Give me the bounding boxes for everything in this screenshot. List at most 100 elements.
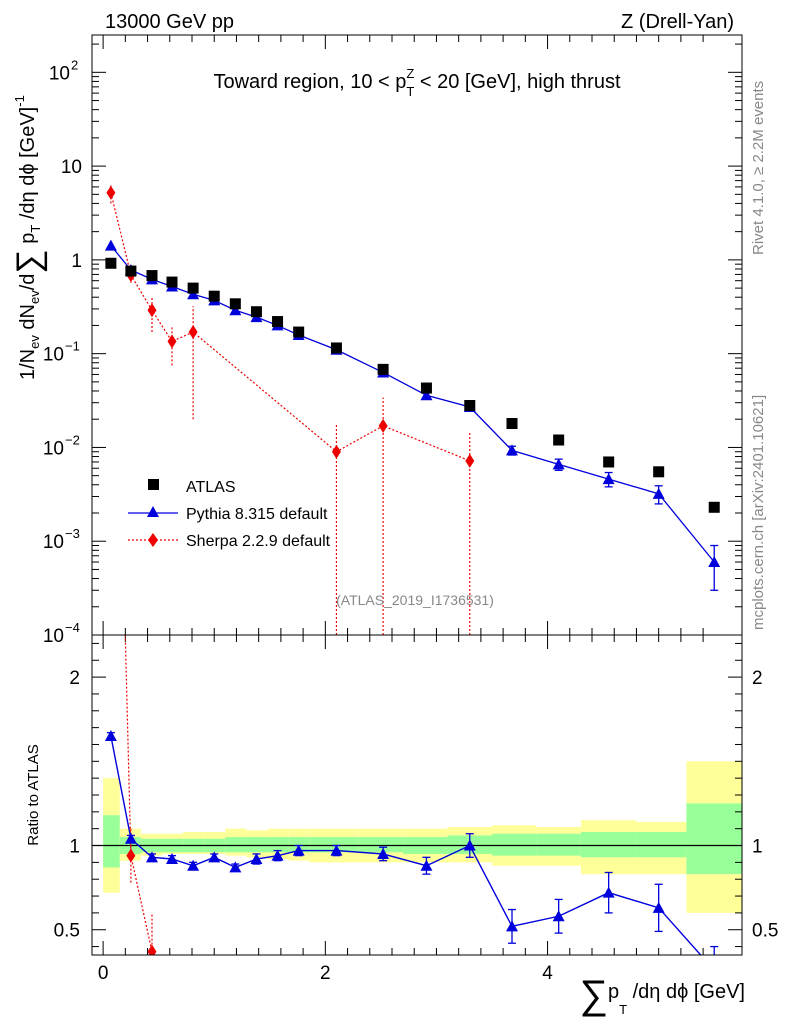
header-right: Z (Drell-Yan)	[621, 11, 734, 33]
pythia-ratio-point	[652, 901, 665, 913]
pythia-ratio-point	[208, 851, 221, 863]
main-y-tick-exponent: −3	[65, 526, 80, 541]
rivet-version-label: Rivet 4.1.0, ≥ 2.2M events	[750, 81, 767, 255]
ratio-y-tick-label-right: 0.5	[752, 921, 778, 942]
pythia-point	[708, 556, 721, 568]
atlas-point	[506, 418, 518, 430]
legend-sherpa-marker	[148, 533, 158, 547]
legend-pythia-marker	[147, 506, 159, 517]
analysis-watermark: (ATLAS_2019_I1736531)	[336, 592, 494, 608]
sherpa-point	[465, 453, 475, 468]
ratio-series-group	[104, 64, 720, 975]
sherpa-point	[331, 444, 341, 459]
main-y-tick-label: 1	[71, 251, 82, 272]
pythia-ratio-point	[463, 839, 476, 851]
header-left: 13000 GeV pp	[105, 11, 234, 33]
main-y-axis-label: 1/Nev dNev/d∑ pT /dη dϕ [GeV]-1	[10, 95, 48, 380]
atlas-point	[420, 382, 432, 394]
main-y-tick-label: 10	[43, 345, 64, 366]
ratio-band-inner	[309, 837, 359, 853]
main-y-tick-label: 10	[61, 157, 82, 178]
atlas-point	[653, 466, 665, 478]
main-y-tick-exponent: −4	[65, 620, 80, 635]
atlas-point	[330, 342, 342, 354]
pythia-point	[229, 304, 242, 316]
pythia-ratio-point	[104, 730, 117, 742]
atlas-point	[146, 270, 158, 282]
atlas-point	[229, 298, 241, 310]
pythia-ratio-point	[166, 853, 178, 864]
sherpa-point	[147, 303, 157, 318]
pythia-point	[552, 458, 565, 470]
pythia-ratio-point	[250, 853, 263, 864]
atlas-point	[187, 282, 199, 294]
ratio-band-inner	[686, 803, 742, 875]
legend-atlas-marker	[148, 479, 159, 490]
sherpa-point	[378, 418, 388, 433]
sherpa-ratio-point	[147, 944, 157, 955]
pythia-ratio-point	[420, 859, 433, 871]
atlas-point	[125, 265, 137, 277]
pythia-ratio-point	[124, 832, 137, 844]
pythia-ratio-point	[330, 844, 343, 856]
ratio-panel: 0.5 0.5 1 1 2 2 0 2 4 Ratio to ATLAS ∑pT /dη dϕ …	[25, 64, 778, 1017]
ratio-band-inner	[103, 815, 120, 868]
ratio-y-tick-label: 2	[69, 668, 80, 689]
sherpa-ratio-point	[106, 64, 115, 78]
atlas-point	[166, 276, 178, 288]
atlas-point	[293, 326, 305, 338]
atlas-point	[553, 434, 565, 446]
ratio-band-inner	[288, 837, 310, 853]
pythia-point	[506, 444, 518, 456]
ratio-x-tick-label: 0	[98, 963, 109, 984]
pythia-ratio-point	[506, 920, 518, 932]
pythia-ratio-point	[271, 849, 284, 861]
pythia-ratio-point	[602, 886, 615, 898]
sherpa-point	[167, 334, 177, 349]
atlas-point	[272, 316, 284, 328]
pythia-point	[187, 288, 200, 300]
ratio-frame	[91, 634, 743, 956]
sherpa-line	[110, 192, 471, 462]
ratio-band-inner	[536, 833, 581, 856]
pythia-point	[602, 473, 615, 485]
main-plot-title: Toward region, 10 < pZ T < 20 [GeV], high…	[213, 66, 620, 99]
atlas-point	[464, 400, 476, 412]
ratio-x-axis-label: ∑pT /dη dϕ [GeV]	[579, 973, 745, 1017]
ratio-band-inner	[492, 833, 537, 856]
ratio-x-tick-label: 2	[320, 963, 331, 984]
atlas-point	[208, 290, 220, 302]
pythia-ratio-point	[552, 910, 565, 922]
ratio-band-inner	[267, 837, 289, 853]
pythia-ratio-point	[292, 844, 305, 856]
ratio-y-tick-label-right: 1	[752, 837, 763, 858]
sherpa-point	[106, 185, 116, 200]
atlas-point	[708, 501, 720, 513]
atlas-point	[603, 456, 615, 468]
pythia-ratio-point	[708, 964, 720, 975]
pythia-ratio-point	[377, 847, 390, 859]
pythia-point	[104, 239, 117, 251]
ratio-y-tick-label: 1	[69, 837, 80, 858]
sherpa-point	[188, 325, 198, 340]
atlas-point	[105, 257, 117, 269]
ratio-y-tick-label: 0.5	[54, 921, 80, 942]
main-y-tick-exponent: −1	[65, 339, 80, 354]
pythia-point	[652, 487, 665, 499]
legend-sherpa-label: Sherpa 2.2.9 default	[186, 533, 331, 550]
ratio-band-inner	[580, 832, 637, 858]
ratio-y-tick-label-right: 2	[752, 668, 763, 689]
mcplots-label: mcplots.cern.ch [arXiv:2401.10621]	[750, 395, 767, 630]
atlas-point	[250, 306, 262, 318]
main-y-tick-label: 10	[43, 626, 64, 647]
pythia-ratio-point	[187, 859, 200, 871]
main-y-tick-label: 10	[43, 532, 64, 553]
legend-pythia-label: Pythia 8.315 default	[186, 506, 328, 523]
pythia-ratio-point	[229, 861, 242, 873]
ratio-band-inner	[225, 837, 247, 853]
ratio-y-axis-label: Ratio to ATLAS	[25, 744, 42, 845]
ratio-x-tick-label: 4	[542, 963, 553, 984]
pythia-ratio-point	[146, 851, 158, 863]
main-y-tick-label: 10	[43, 438, 64, 459]
